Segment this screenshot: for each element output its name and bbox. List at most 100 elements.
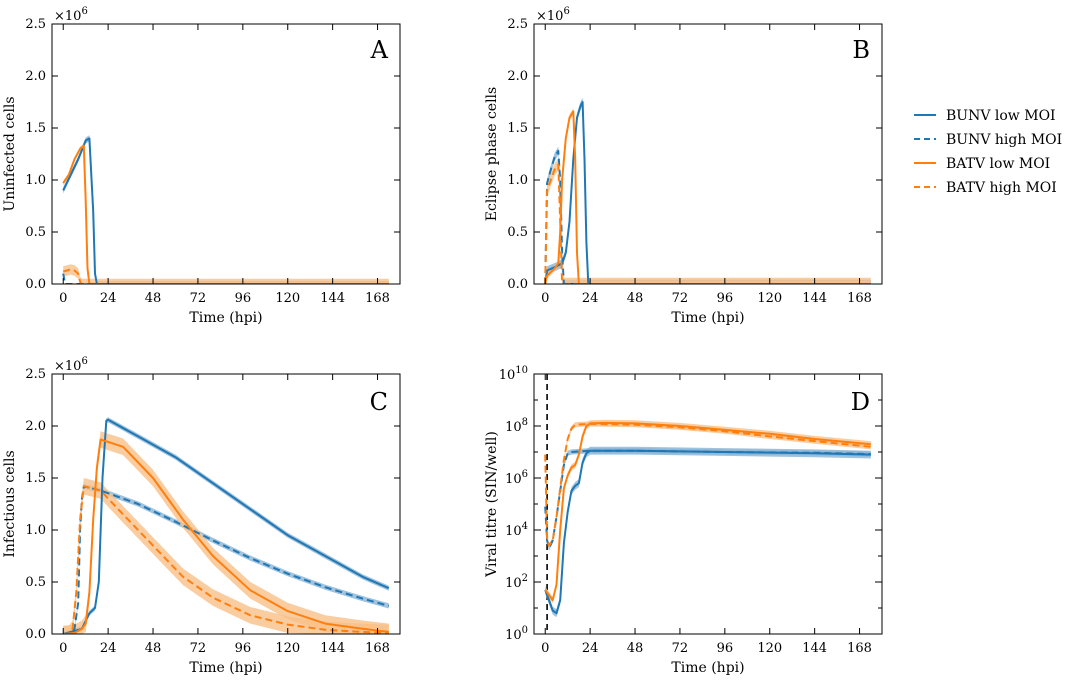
y-tick-label: 2.5	[25, 17, 46, 32]
y-tick-label: 1.0	[25, 173, 46, 188]
x-tick-label: 24	[582, 291, 599, 306]
y-tick-label: 1010	[499, 365, 528, 383]
x-axis-label: Time (hpi)	[189, 660, 262, 676]
y-tick-label: 0.0	[25, 627, 46, 642]
y-tick-label: 1.0	[25, 523, 46, 538]
legend-label: BATV low MOI	[946, 156, 1050, 172]
axes-frame	[51, 23, 401, 285]
confidence-band-batv-low-moi	[545, 108, 871, 284]
series-line-batv-low-moi	[62, 144, 389, 284]
axes-frame	[533, 23, 883, 285]
y-tick-label: 102	[505, 573, 528, 591]
x-tick-label: 168	[365, 291, 390, 306]
y-axis-label: Viral titre (SIN/well)	[484, 431, 500, 578]
confidence-band-bunv-low-moi	[63, 135, 389, 284]
y-tick-label: 0.5	[25, 225, 46, 240]
x-tick-label: 96	[235, 641, 252, 656]
x-tick-label: 48	[145, 291, 162, 306]
x-tick-label: 0	[59, 291, 67, 306]
y-tick-label: 100	[505, 625, 528, 643]
confidence-band-bunv-high-moi	[545, 448, 871, 551]
confidence-band-bunv-low-moi	[545, 446, 871, 618]
x-tick-label: 96	[717, 291, 734, 306]
confidence-band-batv-low-moi	[63, 143, 389, 284]
confidence-band-batv-low-moi	[545, 419, 871, 604]
x-tick-label: 168	[365, 641, 390, 656]
panel-letter-c: C	[370, 388, 388, 416]
plot-area	[544, 97, 871, 284]
legend-label: BATV high MOI	[946, 180, 1057, 196]
x-axis-label: Time (hpi)	[671, 310, 744, 326]
x-tick-label: 72	[672, 291, 689, 306]
y-tick-label: 0.0	[25, 277, 46, 292]
x-tick-label: 24	[100, 291, 117, 306]
x-tick-label: 72	[672, 641, 689, 656]
x-tick-label: 24	[582, 641, 599, 656]
y-tick-label: 1.5	[25, 121, 46, 136]
panel-letter-d: D	[851, 388, 870, 416]
x-tick-label: 72	[190, 291, 207, 306]
x-tick-label: 144	[802, 291, 827, 306]
series-line-batv-high-moi	[544, 422, 871, 547]
x-tick-label: 96	[235, 291, 252, 306]
x-axis-label: Time (hpi)	[189, 310, 262, 326]
y-axis-label: Uninfected cells	[2, 96, 18, 211]
y-tick-label: 2.5	[25, 367, 46, 382]
y-tick-label: 2.0	[507, 69, 528, 84]
y-tick-label: 2.0	[25, 69, 46, 84]
y-tick-label: 0.5	[507, 225, 528, 240]
y-axis-multiplier: ×106	[54, 356, 88, 374]
panel-b-eclipse-phase-cells: B 0 24 48 72 96 120 144 168 Time (hpi) 0.0 0.5 1.0 1…	[484, 6, 883, 326]
panel-letter-b: B	[852, 36, 870, 64]
y-axis-multiplier: ×106	[54, 6, 88, 24]
x-tick-label: 120	[757, 641, 782, 656]
x-tick-label: 48	[145, 641, 162, 656]
legend-label: BUNV low MOI	[946, 108, 1056, 124]
x-tick-label: 120	[757, 291, 782, 306]
series-line-bunv-high-moi	[544, 149, 871, 284]
panel-a-uninfected-cells: A 0 24 48 72 96 120 144 168 Time (hpi) 0.0 0.5 1.0 1…	[2, 6, 401, 326]
series-line-bunv-high-moi	[544, 449, 871, 550]
x-tick-label: 120	[275, 291, 300, 306]
series-line-batv-low-moi	[544, 110, 871, 284]
legend-label: BUNV high MOI	[946, 132, 1062, 148]
y-tick-label: 106	[505, 469, 528, 487]
series-line-batv-low-moi	[544, 421, 871, 602]
x-tick-label: 0	[541, 641, 549, 656]
x-tick-label: 168	[847, 291, 872, 306]
y-tick-label: 0.5	[25, 575, 46, 590]
y-tick-label: 2.0	[25, 419, 46, 434]
x-tick-label: 0	[541, 291, 549, 306]
y-tick-label: 1.5	[507, 121, 528, 136]
plot-area	[62, 135, 389, 284]
x-tick-label: 120	[275, 641, 300, 656]
y-tick-label: 0.0	[507, 277, 528, 292]
y-tick-label: 1.5	[25, 471, 46, 486]
panel-c-infectious-cells: C 0 24 48 72 96 120 144 168 Time (hpi) 0.0 0.5 1.0 1…	[2, 356, 401, 676]
x-tick-label: 24	[100, 641, 117, 656]
x-tick-label: 72	[190, 641, 207, 656]
confidence-band-bunv-high-moi	[545, 146, 871, 284]
x-tick-label: 144	[802, 641, 827, 656]
series-line-bunv-low-moi	[544, 101, 871, 284]
series-line-batv-high-moi	[544, 163, 871, 284]
plot-area	[544, 374, 871, 634]
series-line-bunv-high-moi	[63, 485, 390, 634]
confidence-band-bunv-low-moi	[545, 97, 871, 284]
x-axis-label: Time (hpi)	[671, 660, 744, 676]
x-tick-label: 0	[59, 641, 67, 656]
y-axis-multiplier: ×106	[536, 6, 570, 24]
series-line-bunv-high-moi	[62, 273, 389, 284]
y-tick-label: 2.5	[507, 17, 528, 32]
x-tick-label: 96	[717, 641, 734, 656]
axes-frame	[51, 373, 401, 635]
y-tick-label: 1.0	[507, 173, 528, 188]
legend: BUNV low MOI BUNV high MOI BATV low MOI BAT…	[914, 108, 1062, 196]
y-axis-label: Eclipse phase cells	[484, 87, 500, 221]
plot-area	[62, 417, 390, 634]
series-line-bunv-low-moi	[62, 137, 389, 284]
series-line-bunv-low-moi	[544, 449, 871, 615]
y-tick-label: 104	[505, 521, 528, 539]
panel-d-viral-titre: D 0 24 48 72 96 120 144 168 Time (hpi) 100 102 104 1…	[484, 365, 883, 676]
